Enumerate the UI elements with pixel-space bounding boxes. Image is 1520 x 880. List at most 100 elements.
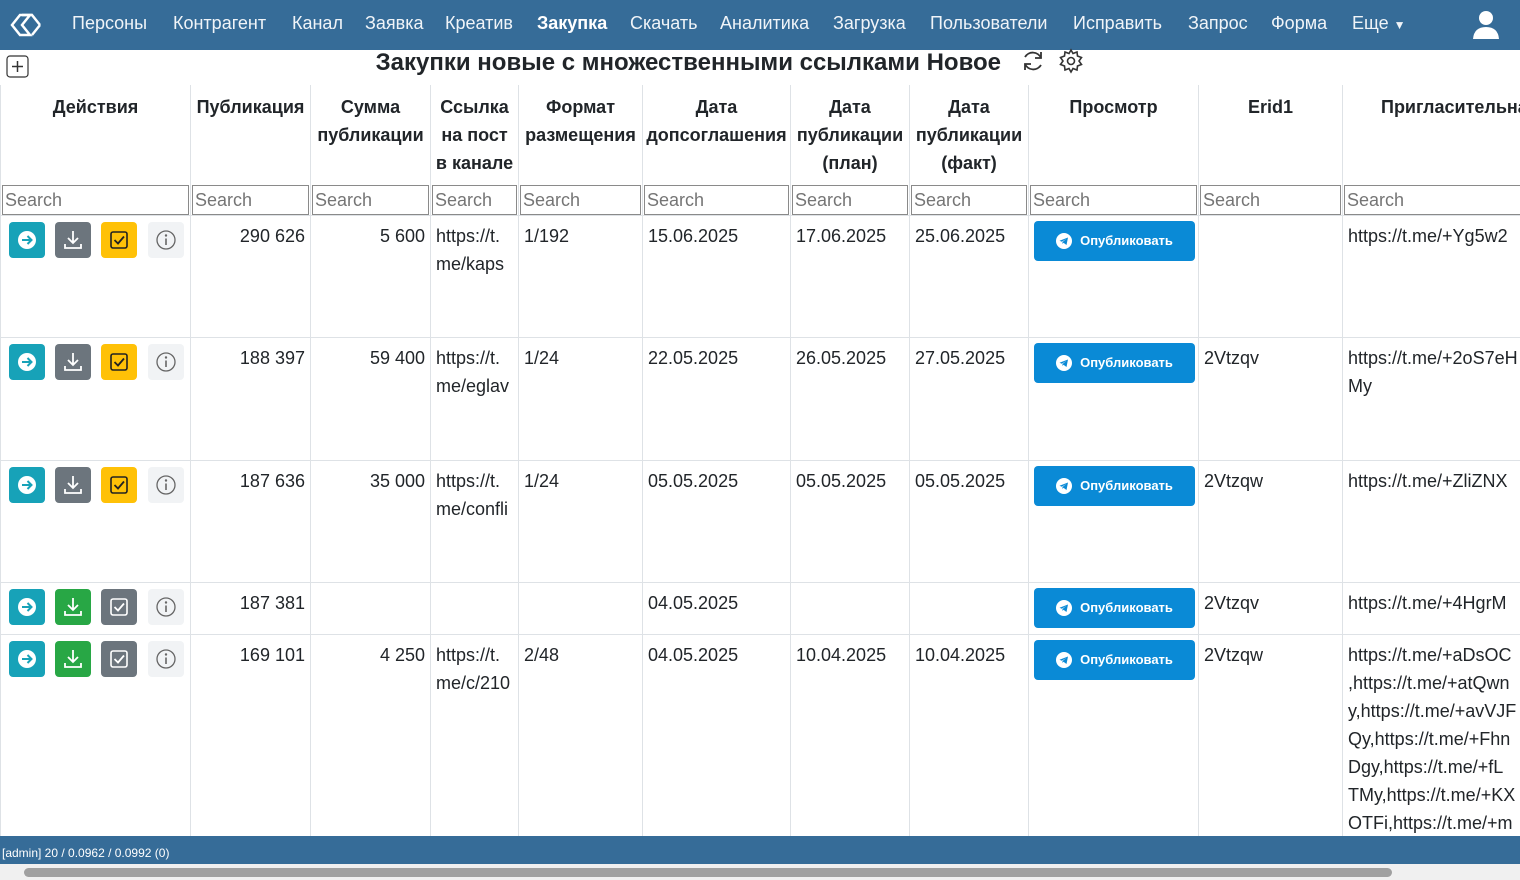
- action-button[interactable]: [55, 344, 91, 380]
- nav-item[interactable]: Заявка: [365, 13, 424, 33]
- action-button[interactable]: [101, 589, 137, 625]
- nav-more-label: Еще: [1352, 13, 1389, 33]
- action-button[interactable]: [148, 222, 184, 258]
- nav-item[interactable]: Канал: [292, 13, 343, 33]
- column-header[interactable]: Дата допсоглашения: [642, 85, 791, 185]
- action-button[interactable]: [101, 222, 137, 258]
- scroll-thumb[interactable]: [24, 868, 1392, 877]
- invite-line: https://t.me/+Yg5w2: [1348, 226, 1508, 246]
- info-icon: [156, 352, 176, 372]
- nav-item[interactable]: Загрузка: [833, 13, 906, 33]
- refresh-icon[interactable]: [1020, 48, 1046, 74]
- action-button[interactable]: [148, 467, 184, 503]
- action-button[interactable]: [148, 641, 184, 677]
- column-header[interactable]: Erid1: [1198, 85, 1343, 185]
- action-button[interactable]: [9, 467, 45, 503]
- column-header[interactable]: Публикация: [190, 85, 311, 185]
- publish-button[interactable]: Опубликовать: [1034, 466, 1195, 506]
- search-input[interactable]: Search: [1030, 185, 1197, 215]
- search-input[interactable]: Search: [2, 185, 189, 215]
- status-bar: [admin] 20 / 0.0962 / 0.0992 (0): [0, 836, 1520, 864]
- action-button[interactable]: [9, 589, 45, 625]
- search-input[interactable]: Search: [644, 185, 789, 215]
- scrollbar[interactable]: [0, 864, 1520, 880]
- nav-more[interactable]: Еще ▼: [1352, 13, 1406, 33]
- action-button[interactable]: [101, 344, 137, 380]
- cell-invite: https://t.me/+2oS7eH My: [1342, 337, 1520, 461]
- search-input[interactable]: Search: [911, 185, 1027, 215]
- column-header[interactable]: Пригласительна: [1342, 85, 1520, 185]
- action-button[interactable]: [55, 589, 91, 625]
- action-button[interactable]: [9, 344, 45, 380]
- column-header[interactable]: Ссылка на пост в канале: [430, 85, 519, 185]
- cell-format: 1/192: [518, 215, 643, 338]
- publish-label: Опубликовать: [1080, 600, 1173, 615]
- add-button[interactable]: [6, 55, 30, 79]
- action-button[interactable]: [9, 641, 45, 677]
- action-button[interactable]: [9, 222, 45, 258]
- search-input[interactable]: Search: [1200, 185, 1341, 215]
- column-header[interactable]: Дата публикации (факт): [909, 85, 1029, 185]
- column-header[interactable]: Действия: [0, 85, 191, 185]
- settings-icon[interactable]: [1058, 48, 1084, 74]
- ck-icon: [110, 353, 128, 371]
- publish-button[interactable]: Опубликовать: [1034, 640, 1195, 680]
- column-header[interactable]: Просмотр: [1028, 85, 1199, 185]
- nav-item[interactable]: Исправить: [1073, 13, 1162, 33]
- ck-icon: [110, 231, 128, 249]
- table-row: 188 397 59 400 https://t.me/eglav 1/24 22.05…: [0, 337, 1520, 461]
- nav-item[interactable]: Пользователи: [930, 13, 1048, 33]
- column-header[interactable]: Сумма публикации: [310, 85, 431, 185]
- search-cell: Search: [518, 185, 643, 216]
- user-icon[interactable]: [1470, 8, 1502, 40]
- info-icon: [156, 649, 176, 669]
- publish-button[interactable]: Опубликовать: [1034, 588, 1195, 628]
- publish-label: Опубликовать: [1080, 355, 1173, 370]
- search-cell: Search: [430, 185, 519, 216]
- logo[interactable]: [8, 10, 44, 40]
- nav-item[interactable]: Креатив: [445, 13, 513, 33]
- go-icon: [18, 650, 36, 668]
- search-input[interactable]: Search: [1344, 185, 1520, 215]
- search-input[interactable]: Search: [520, 185, 641, 215]
- table-row: 187 381 04.05.2025 Опубликовать 2Vtzqv https…: [0, 582, 1520, 635]
- action-button[interactable]: [55, 222, 91, 258]
- actions-cell: [0, 460, 191, 583]
- cell-erid: 2Vtzqw: [1198, 460, 1343, 583]
- cell-sum: 5 600: [310, 215, 431, 338]
- action-button[interactable]: [101, 641, 137, 677]
- nav-item[interactable]: Контрагент: [173, 13, 267, 33]
- action-button[interactable]: [148, 344, 184, 380]
- invite-line: OTFi,https://t.me/+m: [1348, 813, 1513, 833]
- nav-item[interactable]: Персоны: [72, 13, 148, 33]
- cell-date-agreement: 15.06.2025: [642, 215, 791, 338]
- actions-cell: [0, 215, 191, 338]
- column-header[interactable]: Формат размещения: [518, 85, 643, 185]
- search-cell: Search: [1342, 185, 1520, 216]
- nav-item[interactable]: Аналитика: [720, 13, 810, 33]
- cell-date-plan: 10.04.2025: [790, 634, 910, 836]
- publish-button[interactable]: Опубликовать: [1034, 221, 1195, 261]
- telegram-icon: [1056, 600, 1073, 616]
- dl-icon: [64, 476, 82, 494]
- action-button[interactable]: [101, 467, 137, 503]
- nav-item[interactable]: Скачать: [630, 13, 698, 33]
- search-input[interactable]: Search: [312, 185, 429, 215]
- publish-button[interactable]: Опубликовать: [1034, 343, 1195, 383]
- search-cell: Search: [1028, 185, 1199, 216]
- dl-icon: [64, 598, 82, 616]
- nav-item[interactable]: Запрос: [1188, 13, 1248, 33]
- action-button[interactable]: [55, 467, 91, 503]
- search-cell: Search: [642, 185, 791, 216]
- action-button[interactable]: [55, 641, 91, 677]
- action-button[interactable]: [148, 589, 184, 625]
- search-cell: Search: [310, 185, 431, 216]
- column-header[interactable]: Дата публикации (план): [790, 85, 910, 185]
- cell-date-fact: 05.05.2025: [909, 460, 1029, 583]
- nav-item[interactable]: Закупка: [537, 13, 608, 33]
- cell-publication: 290 626: [190, 215, 311, 338]
- nav-item[interactable]: Форма: [1271, 13, 1328, 33]
- search-input[interactable]: Search: [432, 185, 517, 215]
- search-input[interactable]: Search: [792, 185, 908, 215]
- search-input[interactable]: Search: [192, 185, 309, 215]
